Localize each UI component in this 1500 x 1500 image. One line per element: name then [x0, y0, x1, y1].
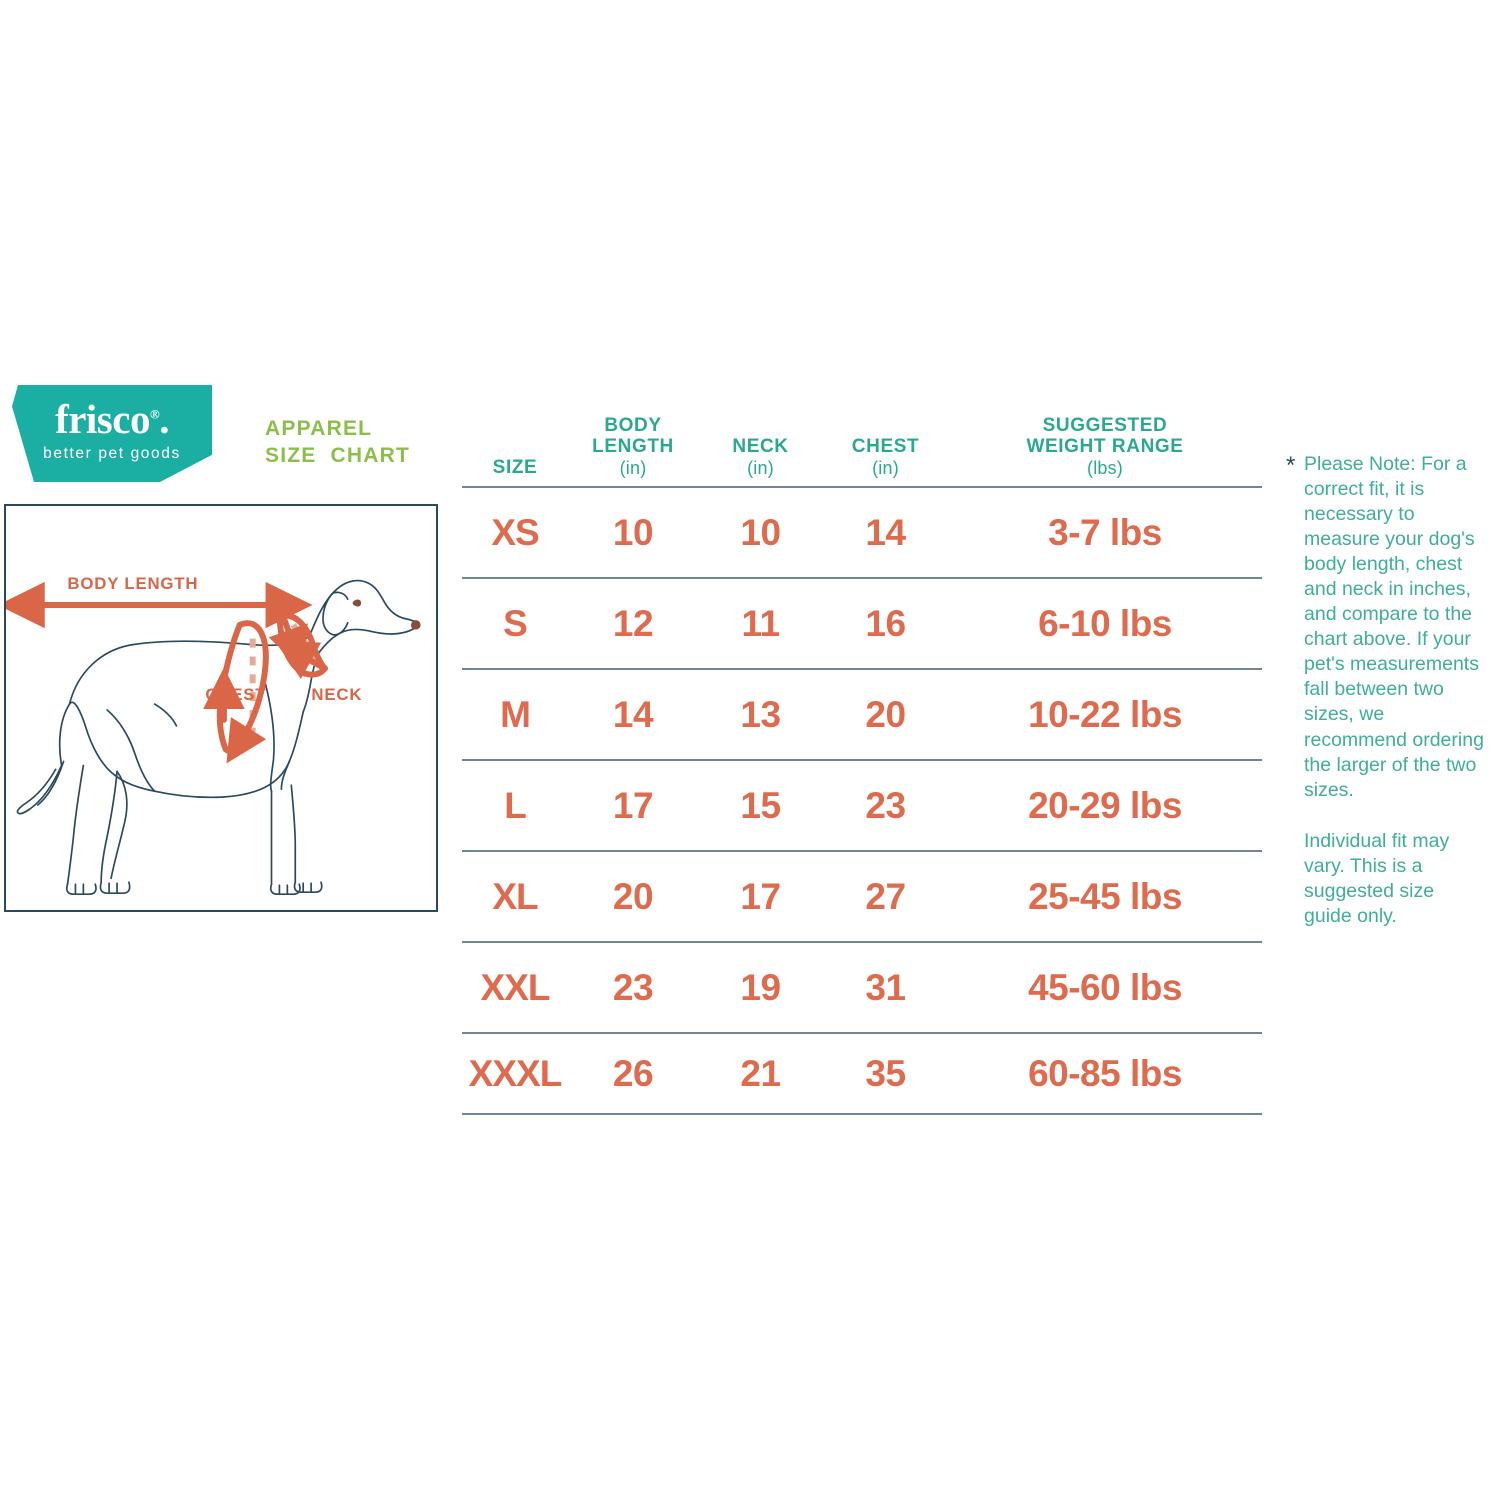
cell-body-length: 17 — [568, 760, 698, 853]
cell-size: XL — [462, 851, 568, 944]
cell-neck: 21 — [698, 1033, 823, 1116]
column-unit-body-length: (in) — [619, 458, 647, 479]
cell-weight-range: 25-45 lbs — [948, 851, 1262, 944]
registered-mark-icon: ® — [149, 406, 160, 422]
page-title: APPAREL SIZE CHART — [265, 416, 410, 470]
cell-neck: 17 — [698, 851, 823, 944]
cell-weight-range: 20-29 lbs — [948, 760, 1262, 853]
cell-body-length: 23 — [568, 942, 698, 1035]
column-unit-chest: (in) — [872, 458, 899, 479]
table-row: XL 20 17 27 25-45 lbs — [462, 851, 1262, 944]
dog-measurement-diagram: BODY LENGTH CHEST NECK — [4, 504, 438, 912]
cell-chest: 20 — [823, 669, 948, 762]
column-header-neck: NECK (in) — [698, 416, 823, 489]
size-chart-table: SIZE BODY LENGTH (in) NECK (in) CHEST (i… — [462, 415, 1262, 1116]
table-row: XS 10 10 14 3-7 lbs — [462, 487, 1262, 580]
cell-size: M — [462, 669, 568, 762]
neck-label: NECK — [311, 685, 362, 704]
body-length-indicator: BODY LENGTH — [6, 574, 313, 629]
logo-banner-shape — [12, 385, 212, 482]
table-row: XXL 23 19 31 45-60 lbs — [462, 942, 1262, 1035]
column-header-size: SIZE — [462, 416, 568, 489]
cell-size: XXL — [462, 942, 568, 1035]
cell-size: S — [462, 578, 568, 671]
cell-weight-range: 6-10 lbs — [948, 578, 1262, 671]
cell-size: XXXL — [462, 1033, 568, 1116]
column-unit-weight-range: (lbs) — [1087, 458, 1123, 479]
page-title-line1: APPAREL — [265, 417, 373, 440]
neck-indicator: NECK — [268, 612, 362, 704]
chest-label: CHEST — [205, 685, 266, 704]
dog-illustration — [16, 579, 421, 895]
cell-chest: 27 — [823, 851, 948, 944]
cell-body-length: 14 — [568, 669, 698, 762]
table-row: XXXL 26 21 35 60-85 lbs — [462, 1033, 1262, 1116]
cell-neck: 11 — [698, 578, 823, 671]
cell-weight-range: 45-60 lbs — [948, 942, 1262, 1035]
cell-body-length: 20 — [568, 851, 698, 944]
table-row: L 17 15 23 20-29 lbs — [462, 760, 1262, 853]
note-paragraph-1: Please Note: For a correct fit, it is ne… — [1304, 453, 1484, 801]
logo-wordmark-text: frisco — [55, 396, 150, 442]
frisco-logo: frisco®. better pet goods — [12, 385, 212, 482]
cell-body-length: 26 — [568, 1033, 698, 1116]
column-header-body-length: BODY LENGTH (in) — [568, 415, 698, 489]
cell-chest: 23 — [823, 760, 948, 853]
table-row: S 12 11 16 6-10 lbs — [462, 578, 1262, 671]
table-row: M 14 13 20 10-22 lbs — [462, 669, 1262, 762]
table-body: XS 10 10 14 3-7 lbs S 12 11 16 6-10 lbs … — [462, 487, 1262, 1116]
cell-chest: 16 — [823, 578, 948, 671]
cell-neck: 15 — [698, 760, 823, 853]
cell-size: XS — [462, 487, 568, 580]
logo-wordmark: frisco®. — [55, 396, 169, 442]
cell-size: L — [462, 760, 568, 853]
column-unit-neck: (in) — [747, 458, 774, 479]
note-paragraph-2: Individual fit may vary. This is a sugge… — [1304, 829, 1450, 927]
cell-neck: 10 — [698, 487, 823, 580]
page-title-line2: SIZE CHART — [265, 443, 411, 467]
chest-indicator: CHEST — [203, 620, 269, 764]
column-header-weight-range: SUGGESTED WEIGHT RANGE (lbs) — [948, 415, 1262, 489]
please-note-block: * Please Note: For a correct fit, it is … — [1286, 452, 1486, 929]
column-header-chest: CHEST (in) — [823, 416, 948, 489]
cell-neck: 13 — [698, 669, 823, 762]
cell-weight-range: 10-22 lbs — [948, 669, 1262, 762]
cell-neck: 19 — [698, 942, 823, 1035]
body-length-label: BODY LENGTH — [67, 574, 198, 593]
table-header-row: SIZE BODY LENGTH (in) NECK (in) CHEST (i… — [462, 415, 1262, 489]
cell-chest: 14 — [823, 487, 948, 580]
cell-body-length: 10 — [568, 487, 698, 580]
cell-weight-range: 3-7 lbs — [948, 487, 1262, 580]
cell-chest: 35 — [823, 1033, 948, 1116]
cell-body-length: 12 — [568, 578, 698, 671]
cell-weight-range: 60-85 lbs — [948, 1033, 1262, 1116]
cell-chest: 31 — [823, 942, 948, 1035]
logo-tagline: better pet goods — [43, 445, 181, 462]
asterisk-icon: * — [1286, 452, 1296, 479]
